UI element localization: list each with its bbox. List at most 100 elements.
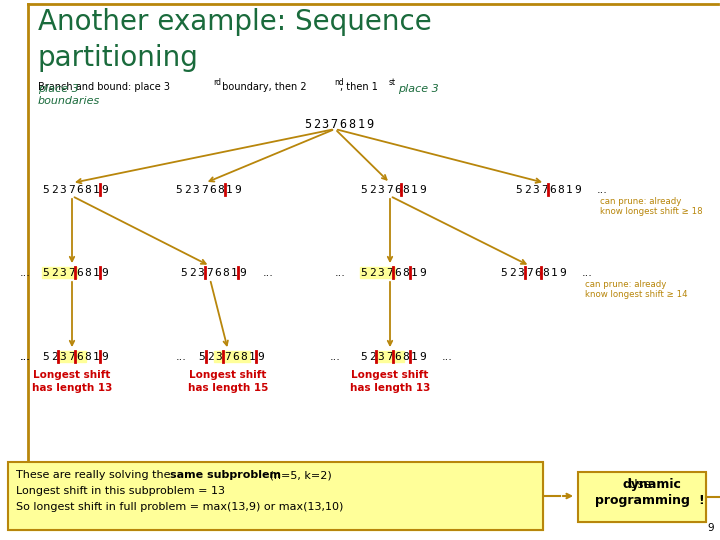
Text: 5: 5 (361, 268, 367, 278)
Text: 1: 1 (357, 118, 364, 131)
Text: 1: 1 (566, 185, 572, 195)
Text: 2: 2 (207, 352, 214, 362)
Bar (8, 462, 543, 530)
Text: 1: 1 (411, 352, 418, 362)
Bar (359, 267, 395, 278)
Text: 6: 6 (395, 352, 401, 362)
Text: 8: 8 (222, 268, 230, 278)
Text: 3: 3 (377, 185, 384, 195)
Text: 3: 3 (377, 352, 384, 362)
Text: 1: 1 (411, 185, 418, 195)
Text: So longest shift in full problem = max(13,9) or max(13,10): So longest shift in full problem = max(1… (16, 502, 343, 512)
Bar (215, 351, 250, 362)
Text: , then 1: , then 1 (340, 82, 378, 92)
Text: 7: 7 (206, 268, 212, 278)
Text: 9: 9 (366, 118, 374, 131)
Text: 2: 2 (189, 268, 196, 278)
Text: 3: 3 (518, 268, 524, 278)
Text: 2: 2 (369, 352, 376, 362)
Text: 8: 8 (240, 352, 248, 362)
Text: 6: 6 (339, 118, 346, 131)
Text: has length 15: has length 15 (188, 383, 268, 393)
Text: 9: 9 (575, 185, 581, 195)
Text: 9: 9 (559, 268, 566, 278)
Text: 8: 8 (402, 268, 410, 278)
Text: (n=5, k=2): (n=5, k=2) (266, 470, 332, 480)
Text: 5: 5 (361, 185, 367, 195)
Text: can prune: already: can prune: already (585, 280, 667, 289)
Text: 1: 1 (551, 268, 558, 278)
Text: 3: 3 (59, 185, 66, 195)
Text: 2: 2 (51, 185, 58, 195)
Text: partitioning: partitioning (38, 44, 199, 72)
Text: 1: 1 (226, 185, 233, 195)
Text: same subproblem: same subproblem (170, 470, 281, 480)
Text: 5: 5 (500, 268, 508, 278)
Text: Use: Use (629, 478, 654, 491)
Text: dynamic: dynamic (623, 478, 681, 491)
Text: ...: ... (442, 352, 453, 362)
Text: 7: 7 (68, 352, 75, 362)
Text: 5: 5 (199, 352, 205, 362)
Text: 8: 8 (402, 352, 410, 362)
Text: 1: 1 (93, 352, 100, 362)
Text: 1: 1 (93, 268, 100, 278)
Text: 2: 2 (184, 185, 191, 195)
Text: 9: 9 (419, 185, 426, 195)
Text: boundaries: boundaries (38, 96, 100, 106)
Text: 7: 7 (386, 352, 392, 362)
Text: 9: 9 (258, 352, 264, 362)
Text: 7: 7 (224, 352, 230, 362)
Text: ...: ... (597, 185, 608, 195)
Text: 3: 3 (192, 185, 199, 195)
Text: !: ! (698, 494, 703, 507)
Bar (58, 351, 86, 362)
Text: 3: 3 (377, 268, 384, 278)
Bar (8, 462, 543, 530)
Text: 3: 3 (215, 352, 222, 362)
Text: 9: 9 (102, 268, 108, 278)
Text: Another example: Sequence: Another example: Sequence (38, 8, 432, 36)
Bar (578, 472, 706, 522)
Text: 5: 5 (42, 268, 50, 278)
Bar (377, 351, 404, 362)
Text: 6: 6 (76, 185, 83, 195)
Text: 6: 6 (395, 268, 401, 278)
Text: 7: 7 (526, 268, 533, 278)
Text: 5: 5 (42, 352, 50, 362)
Text: 1: 1 (411, 268, 418, 278)
Text: know longest shift ≥ 14: know longest shift ≥ 14 (585, 290, 688, 299)
Text: 6: 6 (549, 185, 556, 195)
Text: 5: 5 (176, 185, 182, 195)
Text: 3: 3 (322, 118, 329, 131)
Text: 8: 8 (85, 352, 91, 362)
Text: 2: 2 (312, 118, 320, 131)
Text: 2: 2 (369, 268, 376, 278)
Text: 7: 7 (201, 185, 207, 195)
Text: 5: 5 (516, 185, 522, 195)
Text: ...: ... (263, 268, 274, 278)
Text: These are really solving the: These are really solving the (16, 470, 174, 480)
Bar (42, 267, 77, 278)
Text: 5: 5 (304, 118, 311, 131)
Text: Longest shift in this subproblem = 13: Longest shift in this subproblem = 13 (16, 486, 225, 496)
Text: 7: 7 (541, 185, 547, 195)
Text: 3: 3 (532, 185, 539, 195)
Text: st: st (389, 78, 396, 87)
Text: nd: nd (334, 78, 343, 87)
Text: 9: 9 (239, 268, 246, 278)
Text: 7: 7 (386, 268, 392, 278)
Text: 6: 6 (232, 352, 239, 362)
Text: 9: 9 (235, 185, 241, 195)
Text: 8: 8 (557, 185, 564, 195)
Text: ...: ... (330, 352, 341, 362)
Text: boundary, then 2: boundary, then 2 (219, 82, 307, 92)
Text: 1: 1 (93, 185, 100, 195)
Text: 8: 8 (348, 118, 356, 131)
Text: 7: 7 (330, 118, 338, 131)
Text: 6: 6 (534, 268, 541, 278)
Text: ...: ... (582, 268, 593, 278)
Text: 2: 2 (51, 268, 58, 278)
Text: 5: 5 (181, 268, 187, 278)
Text: Longest shift: Longest shift (351, 370, 428, 380)
